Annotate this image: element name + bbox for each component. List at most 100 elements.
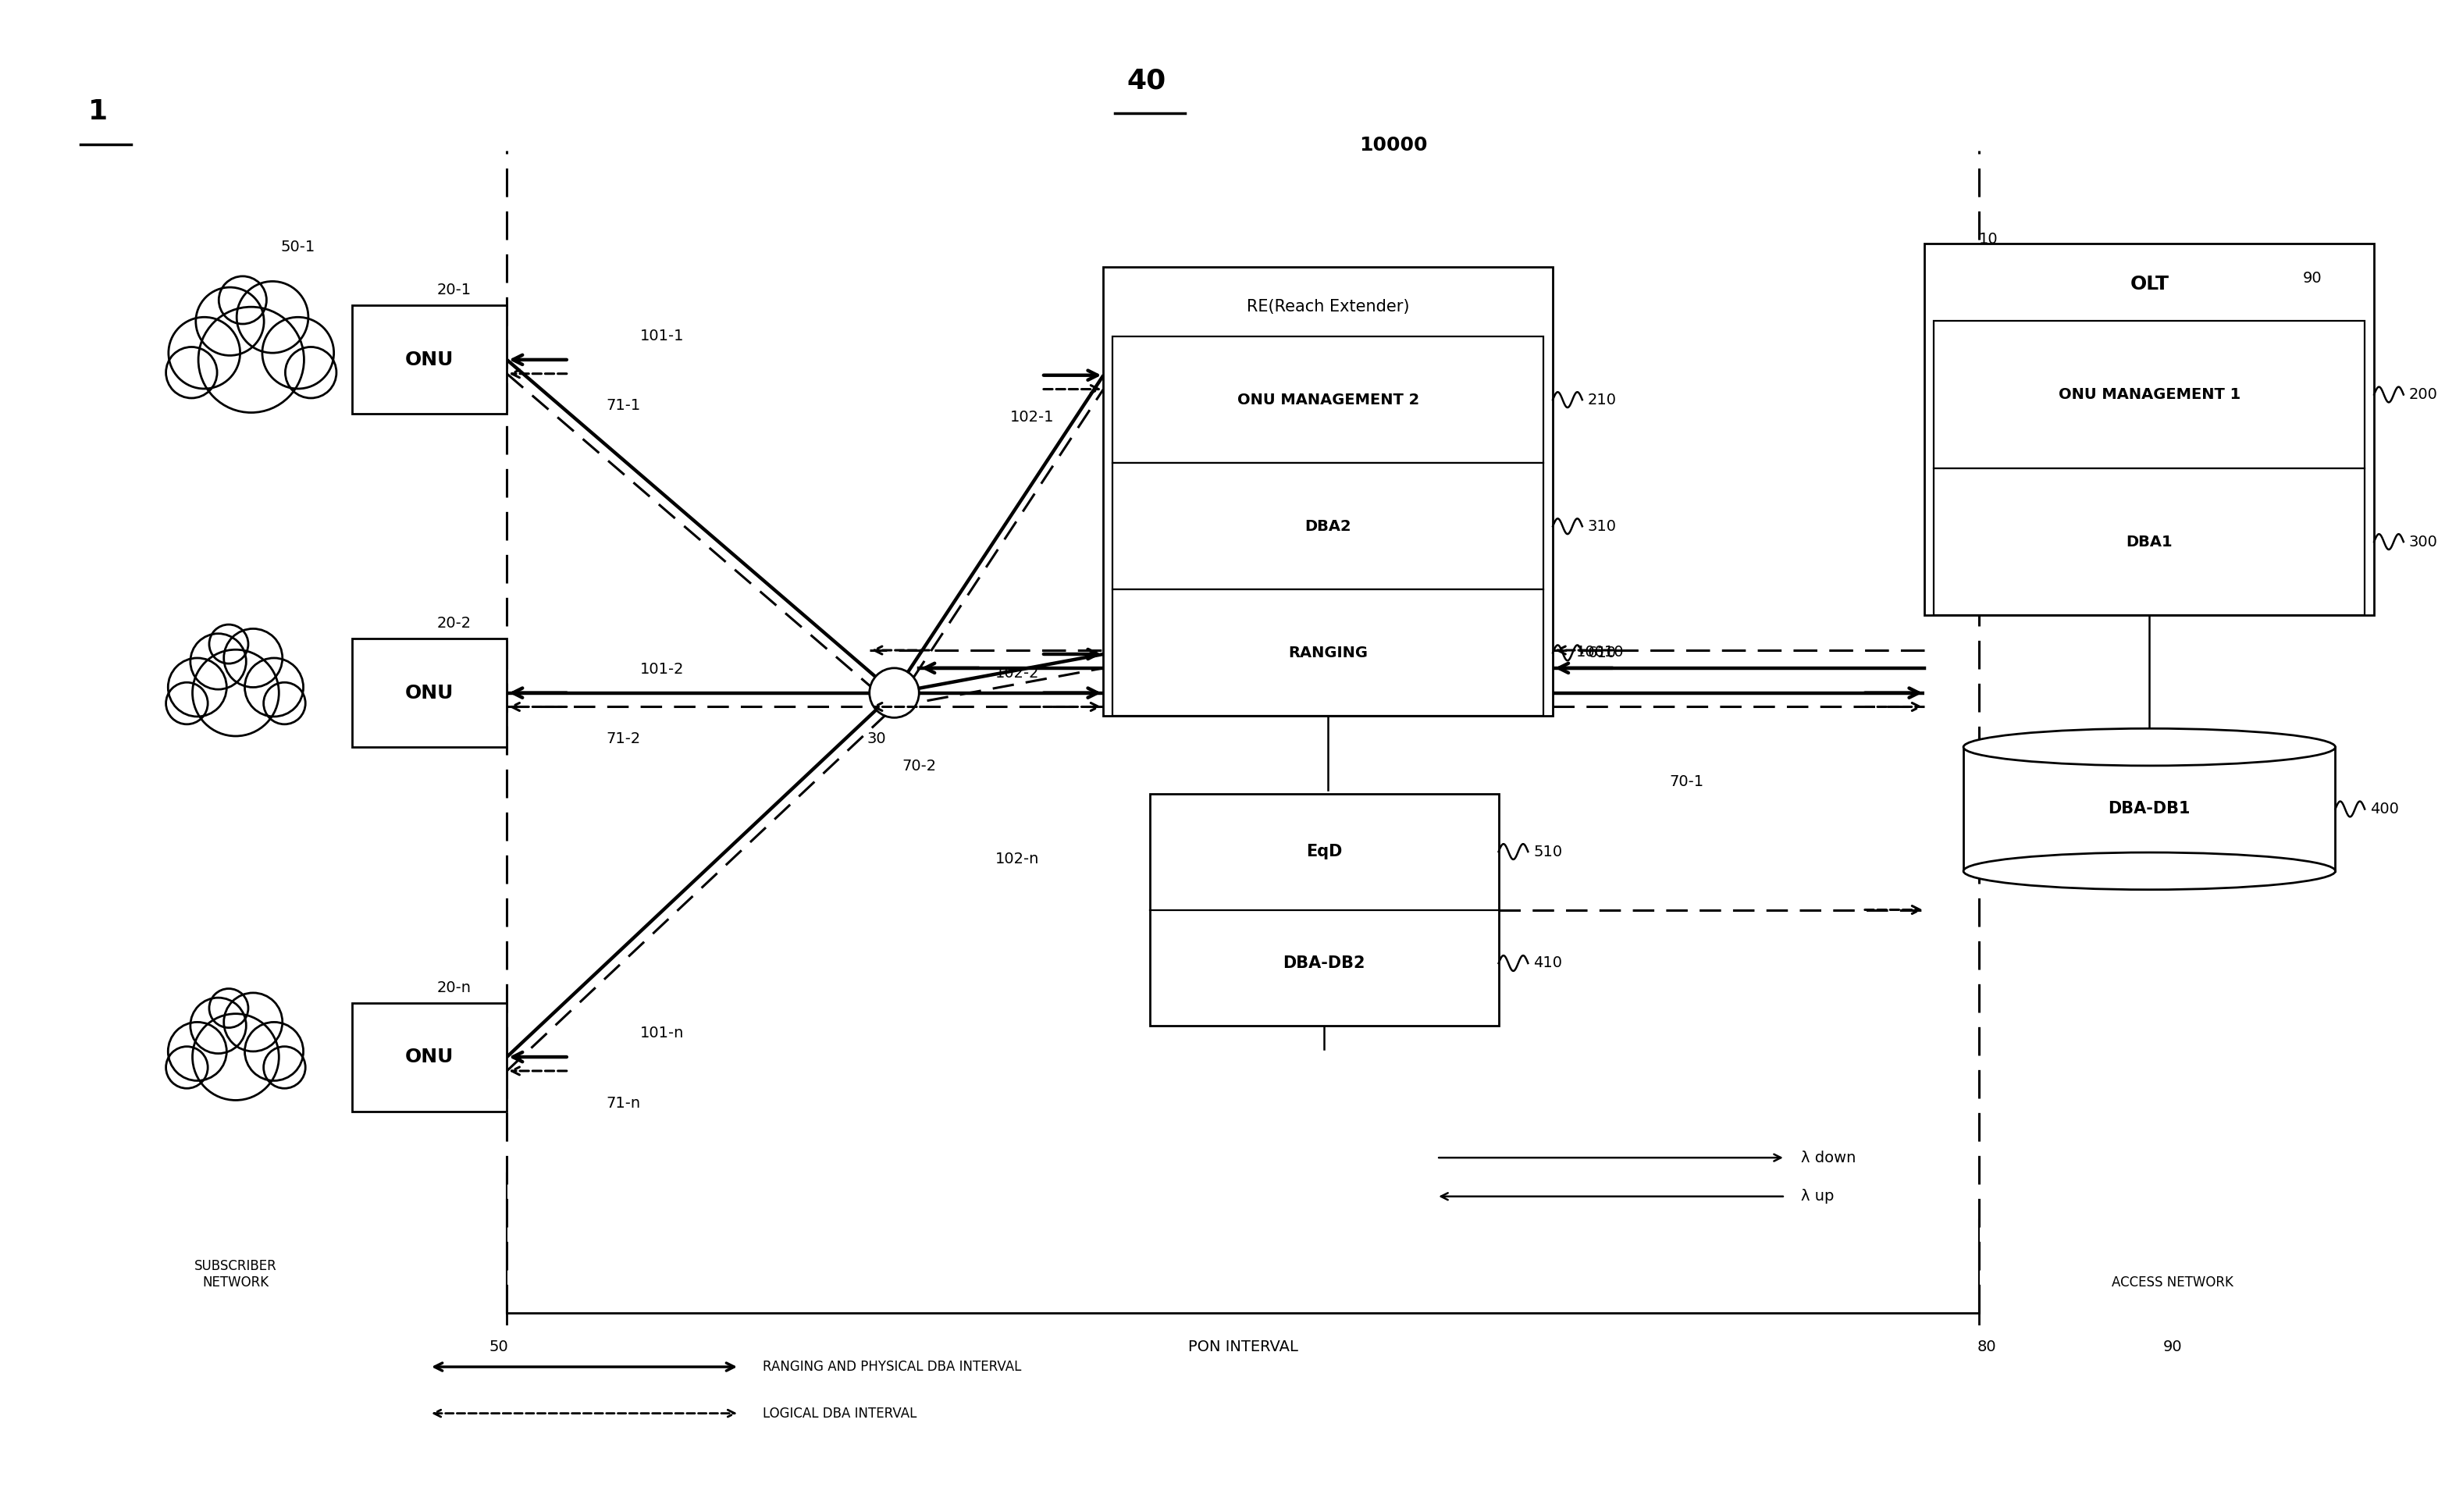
Circle shape xyxy=(2180,448,2231,499)
Text: RANGING AND PHYSICAL DBA INTERVAL: RANGING AND PHYSICAL DBA INTERVAL xyxy=(763,1359,1022,1374)
Text: OLT: OLT xyxy=(2131,275,2170,293)
Text: 310: 310 xyxy=(1587,519,1616,534)
Bar xyxy=(1112,463,1543,590)
Circle shape xyxy=(224,993,283,1051)
Text: 101-1: 101-1 xyxy=(639,328,685,343)
Text: 90: 90 xyxy=(2163,1340,2182,1355)
Circle shape xyxy=(2182,417,2255,490)
Bar xyxy=(1112,590,1543,717)
Bar xyxy=(1104,266,1553,717)
Text: ONU MANAGEMENT 2: ONU MANAGEMENT 2 xyxy=(1236,392,1419,407)
Circle shape xyxy=(190,998,246,1054)
Circle shape xyxy=(219,277,266,324)
Circle shape xyxy=(2214,408,2319,513)
Text: 610: 610 xyxy=(1587,646,1616,661)
Circle shape xyxy=(190,634,246,689)
Circle shape xyxy=(236,281,307,352)
Text: LOGICAL DBA INTERVAL: LOGICAL DBA INTERVAL xyxy=(763,1406,917,1420)
Text: ONU MANAGEMENT 1: ONU MANAGEMENT 1 xyxy=(2058,387,2241,402)
Circle shape xyxy=(263,1046,305,1089)
Text: ONU: ONU xyxy=(405,683,453,702)
Text: 90: 90 xyxy=(2301,271,2321,286)
Text: 40: 40 xyxy=(1126,68,1165,94)
Circle shape xyxy=(193,1013,278,1101)
Circle shape xyxy=(168,1022,227,1081)
Text: 50-1: 50-1 xyxy=(280,239,315,254)
Text: 101-2: 101-2 xyxy=(639,662,685,676)
Bar xyxy=(1112,337,1543,463)
Circle shape xyxy=(210,624,249,664)
Text: DBA1: DBA1 xyxy=(2126,534,2172,549)
Bar xyxy=(1933,469,2365,615)
Ellipse shape xyxy=(1963,729,2336,765)
Circle shape xyxy=(2250,383,2323,454)
Text: λ up: λ up xyxy=(1802,1188,1833,1204)
Text: RANGING: RANGING xyxy=(1287,646,1368,661)
Text: 102-2: 102-2 xyxy=(995,665,1039,680)
Text: 80: 80 xyxy=(1977,1340,1997,1355)
Text: 102-1: 102-1 xyxy=(1009,410,1056,425)
Circle shape xyxy=(168,318,239,389)
Circle shape xyxy=(263,682,305,724)
Text: 101-n: 101-n xyxy=(639,1027,683,1040)
Text: 510: 510 xyxy=(1534,844,1563,859)
Circle shape xyxy=(210,989,249,1028)
Bar xyxy=(351,638,507,747)
Text: DBA2: DBA2 xyxy=(1304,519,1351,534)
Text: SUBSCRIBER
NETWORK: SUBSCRIBER NETWORK xyxy=(195,1259,278,1290)
Text: EqD: EqD xyxy=(1307,844,1343,859)
Bar xyxy=(1151,794,1499,1027)
Circle shape xyxy=(870,668,919,718)
Circle shape xyxy=(2211,389,2280,457)
Text: 50: 50 xyxy=(490,1340,510,1355)
Text: 71-1: 71-1 xyxy=(605,398,641,413)
Circle shape xyxy=(2299,448,2350,499)
Text: λ down: λ down xyxy=(1802,1151,1855,1166)
Text: 300: 300 xyxy=(2409,534,2438,549)
Bar xyxy=(1963,747,2336,871)
Text: 10000: 10000 xyxy=(1358,136,1426,154)
Ellipse shape xyxy=(1963,853,2336,889)
Circle shape xyxy=(285,346,336,398)
Text: 1: 1 xyxy=(88,98,107,125)
Text: PON INTERVAL: PON INTERVAL xyxy=(1187,1340,1297,1355)
Circle shape xyxy=(263,318,334,389)
Text: RE(Reach Extender): RE(Reach Extender) xyxy=(1246,299,1409,314)
Text: DBA-DB1: DBA-DB1 xyxy=(2109,801,2192,816)
Bar xyxy=(1933,321,2365,469)
Text: 71-2: 71-2 xyxy=(605,732,641,747)
Circle shape xyxy=(224,629,283,688)
Text: 20-2: 20-2 xyxy=(436,615,471,631)
Circle shape xyxy=(166,1046,207,1089)
Text: 70-1: 70-1 xyxy=(1670,774,1704,789)
Text: 70-2: 70-2 xyxy=(902,759,936,774)
Text: 200: 200 xyxy=(2409,387,2438,402)
Text: ONU: ONU xyxy=(405,1048,453,1066)
Text: 71-n: 71-n xyxy=(607,1096,641,1110)
Text: 400: 400 xyxy=(2370,801,2399,816)
Bar xyxy=(351,305,507,414)
Text: 20-1: 20-1 xyxy=(436,283,471,298)
Circle shape xyxy=(193,650,278,736)
Circle shape xyxy=(2277,417,2348,490)
Text: ONU: ONU xyxy=(405,351,453,369)
Circle shape xyxy=(168,658,227,717)
Text: 102-n: 102-n xyxy=(995,851,1039,866)
Circle shape xyxy=(244,1022,302,1081)
Circle shape xyxy=(166,682,207,724)
Bar xyxy=(1924,243,2375,615)
Circle shape xyxy=(195,287,263,355)
Text: 10010: 10010 xyxy=(1575,644,1624,659)
Text: 10: 10 xyxy=(1980,231,1999,246)
Circle shape xyxy=(2233,376,2282,425)
Text: 210: 210 xyxy=(1587,392,1616,407)
Text: 30: 30 xyxy=(868,732,887,747)
Circle shape xyxy=(244,658,302,717)
Circle shape xyxy=(197,307,305,413)
Bar xyxy=(351,1002,507,1111)
Text: DBA-DB2: DBA-DB2 xyxy=(1282,956,1365,971)
Circle shape xyxy=(166,346,217,398)
Text: 20-n: 20-n xyxy=(436,980,471,995)
Text: 410: 410 xyxy=(1534,956,1563,971)
Bar xyxy=(1963,747,2336,871)
